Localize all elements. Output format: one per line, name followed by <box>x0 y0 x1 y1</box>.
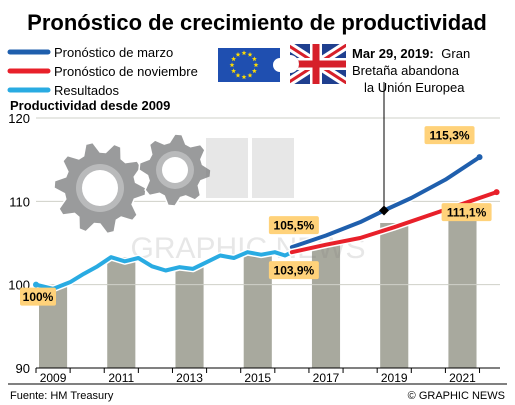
source-note: Fuente: HM Treasury <box>10 390 114 402</box>
bar-2015 <box>243 252 272 368</box>
chart-subtitle: Productividad desde 2009 <box>10 98 170 113</box>
gear-icon-large <box>53 141 147 235</box>
uk-flag-icon <box>290 44 346 84</box>
legend-label-marzo: Pronóstico de marzo <box>54 45 173 60</box>
bar-2019 <box>380 223 409 368</box>
data-label-1: 105,5% <box>268 216 319 235</box>
legend-label-resultados: Resultados <box>54 83 120 98</box>
svg-text:111,1%: 111,1% <box>447 206 487 220</box>
x-tick-label-2009: 2009 <box>40 371 67 385</box>
point-start <box>33 281 39 288</box>
data-label-4: 111,1% <box>441 203 492 222</box>
x-tick-label-2011: 2011 <box>108 371 134 385</box>
gear-icon-small <box>138 133 212 207</box>
puzzle-icon <box>218 44 346 84</box>
point-marzo-end <box>476 154 483 161</box>
x-tick-label-2013: 2013 <box>176 371 203 385</box>
bars-layer <box>39 204 477 368</box>
series-resultados-line <box>34 250 294 291</box>
svg-text:100%: 100% <box>23 290 54 304</box>
annotation: Mar 29, 2019: Gran Bretaña abandona la U… <box>352 46 470 216</box>
x-tick-label-2017: 2017 <box>313 371 340 385</box>
y-tick-label-90: 90 <box>16 361 30 376</box>
y-tick-label-110: 110 <box>9 194 30 209</box>
annotation-line1: Gran <box>441 46 470 61</box>
x-tick-label-2021: 2021 <box>449 371 476 385</box>
labels-layer: 100% 105,5% 103,9% 115,3% 111,1% <box>20 126 492 306</box>
svg-text:Mar 29, 2019: Gran: Mar 29, 2019: Gran <box>352 46 470 61</box>
bar-2013 <box>175 267 204 368</box>
annotation-line3: la Unión Europea <box>364 80 465 95</box>
data-label-2: 103,9% <box>268 261 319 280</box>
point-noviembre-end <box>493 189 500 196</box>
svg-text:115,3%: 115,3% <box>430 129 470 143</box>
annotation-date: Mar 29, 2019: <box>352 46 434 61</box>
y-tick-label-120: 120 <box>8 111 30 126</box>
bar-2011 <box>107 257 136 368</box>
x-tick-label-2019: 2019 <box>381 371 408 385</box>
chart-title: Pronóstico de crecimiento de productivid… <box>27 10 487 35</box>
data-label-3: 115,3% <box>424 126 475 145</box>
svg-text:103,9%: 103,9% <box>274 264 315 278</box>
eu-flag-icon <box>218 48 280 82</box>
bar-2021 <box>448 204 477 368</box>
legend-label-noviembre: Pronóstico de noviembre <box>54 64 198 79</box>
annotation-line2: Bretaña abandona <box>352 63 460 78</box>
credit-note: © GRAPHIC NEWS <box>408 390 505 402</box>
legend: Pronóstico de marzo Pronóstico de noviem… <box>7 45 198 98</box>
x-tick-label-2015: 2015 <box>244 371 271 385</box>
data-label-0: 100% <box>20 287 56 306</box>
svg-text:105,5%: 105,5% <box>274 219 315 233</box>
annotation-marker <box>379 205 389 216</box>
